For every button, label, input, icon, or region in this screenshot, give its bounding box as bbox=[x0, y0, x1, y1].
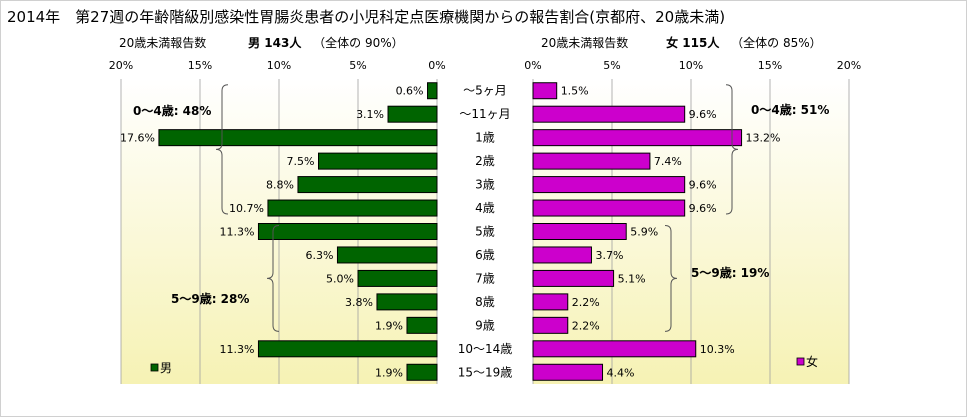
chart-title: 2014年 第27週の年齢階級別感染性胃腸炎患者の小児科定点医療機関からの報告割… bbox=[7, 8, 726, 26]
male-bar bbox=[257, 340, 438, 358]
male-data-label: 8.8% bbox=[266, 179, 294, 192]
female-header-label: 女 115人 bbox=[666, 36, 720, 50]
male-bar bbox=[376, 293, 438, 311]
male-legend-swatch bbox=[150, 363, 159, 372]
female-bar bbox=[532, 316, 569, 334]
female-data-label: 4.4% bbox=[607, 366, 635, 379]
category-label: 8歳 bbox=[475, 295, 495, 309]
female-data-label: 5.9% bbox=[630, 226, 658, 239]
female-header-prefix: 20歳未満報告数 bbox=[541, 36, 629, 50]
male-bar bbox=[406, 316, 438, 334]
female-data-label: 1.5% bbox=[561, 85, 589, 98]
male-bar bbox=[297, 176, 438, 194]
female-bar bbox=[532, 246, 592, 264]
female-legend-label: 女 bbox=[806, 354, 818, 369]
female-tick-label: 0% bbox=[524, 59, 541, 72]
category-label: 15～19歳 bbox=[458, 365, 513, 379]
category-label: ～11ヶ月 bbox=[459, 107, 510, 121]
female-data-label: 2.2% bbox=[572, 296, 600, 309]
category-label: 3歳 bbox=[475, 178, 495, 192]
male-header-suffix: （全体の 90%） bbox=[313, 36, 404, 50]
category-label: 6歳 bbox=[475, 248, 495, 262]
female-data-label: 9.6% bbox=[689, 179, 717, 192]
female-header: 20歳未満報告数 女 115人 （全体の 85%） bbox=[541, 34, 822, 51]
female-data-label: 13.2% bbox=[746, 132, 781, 145]
male-data-label: 11.3% bbox=[220, 343, 255, 356]
male-bar bbox=[257, 223, 438, 240]
male-bar bbox=[336, 246, 438, 264]
male-bar bbox=[357, 269, 438, 287]
female-bar bbox=[532, 199, 686, 217]
male-data-label: 10.7% bbox=[229, 202, 264, 215]
female-data-label: 2.2% bbox=[572, 319, 600, 332]
male-bracket-label-5-9: 5～9歳: 28% bbox=[171, 291, 249, 306]
female-tick-label: 15% bbox=[758, 59, 782, 72]
male-header-label: 男 143人 bbox=[248, 36, 302, 50]
male-data-label: 0.6% bbox=[396, 85, 424, 98]
female-bar bbox=[532, 363, 604, 381]
female-bar bbox=[532, 129, 743, 147]
female-bracket-label-5-9: 5～9歳: 19% bbox=[691, 265, 769, 280]
male-bar bbox=[387, 105, 438, 123]
female-bar bbox=[532, 176, 686, 194]
category-label: 1歳 bbox=[475, 131, 495, 145]
female-tick-label: 10% bbox=[679, 59, 703, 72]
female-bar bbox=[532, 152, 651, 170]
male-header: 20歳未満報告数 男 143人 （全体の 90%） bbox=[119, 34, 404, 51]
female-bracket-label-0-4: 0～4歳: 51% bbox=[751, 102, 829, 117]
category-label: 2歳 bbox=[475, 154, 495, 168]
male-bar bbox=[318, 152, 438, 170]
female-bar bbox=[532, 293, 569, 311]
male-tick-label: 0% bbox=[428, 59, 445, 72]
male-data-label: 17.6% bbox=[120, 132, 155, 145]
female-data-label: 5.1% bbox=[618, 272, 646, 285]
female-tick-label: 5% bbox=[603, 59, 620, 72]
female-data-label: 9.6% bbox=[689, 202, 717, 215]
male-data-label: 11.3% bbox=[220, 226, 255, 239]
male-tick-label: 10% bbox=[267, 59, 291, 72]
female-bar bbox=[532, 340, 697, 358]
female-data-label: 7.4% bbox=[654, 155, 682, 168]
male-bracket-label-0-4: 0～4歳: 48% bbox=[133, 103, 211, 118]
female-tick-label: 20% bbox=[837, 59, 861, 72]
male-bracket-5-9 bbox=[266, 225, 280, 332]
male-tick-label: 5% bbox=[349, 59, 366, 72]
male-tick-label: 15% bbox=[188, 59, 212, 72]
male-tick-label: 20% bbox=[109, 59, 133, 72]
category-label: 5歳 bbox=[475, 225, 495, 239]
male-legend-label: 男 bbox=[160, 361, 172, 375]
category-label: ～5ヶ月 bbox=[463, 84, 507, 98]
male-data-label: 3.1% bbox=[356, 108, 384, 121]
female-bar bbox=[532, 269, 615, 287]
male-data-label: 1.9% bbox=[375, 319, 403, 332]
category-label: 9歳 bbox=[475, 318, 495, 332]
female-data-label: 9.6% bbox=[689, 108, 717, 121]
female-bar bbox=[532, 105, 686, 123]
female-bar bbox=[532, 223, 627, 240]
male-bar bbox=[427, 82, 438, 100]
male-bar bbox=[267, 199, 438, 217]
female-data-label: 10.3% bbox=[700, 343, 735, 356]
male-bar bbox=[406, 363, 438, 381]
male-bracket-0-4 bbox=[215, 84, 229, 215]
female-legend-swatch bbox=[796, 357, 805, 366]
male-data-label: 5.0% bbox=[326, 272, 354, 285]
category-label: 7歳 bbox=[475, 271, 495, 285]
female-bracket-0-4 bbox=[725, 84, 739, 215]
female-bracket-5-9 bbox=[664, 225, 678, 332]
male-data-label: 6.3% bbox=[306, 249, 334, 262]
female-header-suffix: （全体の 85%） bbox=[731, 36, 822, 50]
category-label: 4歳 bbox=[475, 201, 495, 215]
male-bar bbox=[158, 129, 438, 147]
female-bar bbox=[532, 82, 558, 100]
female-data-label: 3.7% bbox=[595, 249, 623, 262]
male-data-label: 3.8% bbox=[345, 296, 373, 309]
category-label: 10～14歳 bbox=[458, 342, 513, 356]
male-data-label: 7.5% bbox=[287, 155, 315, 168]
male-header-prefix: 20歳未満報告数 bbox=[119, 36, 207, 50]
male-data-label: 1.9% bbox=[375, 366, 403, 379]
